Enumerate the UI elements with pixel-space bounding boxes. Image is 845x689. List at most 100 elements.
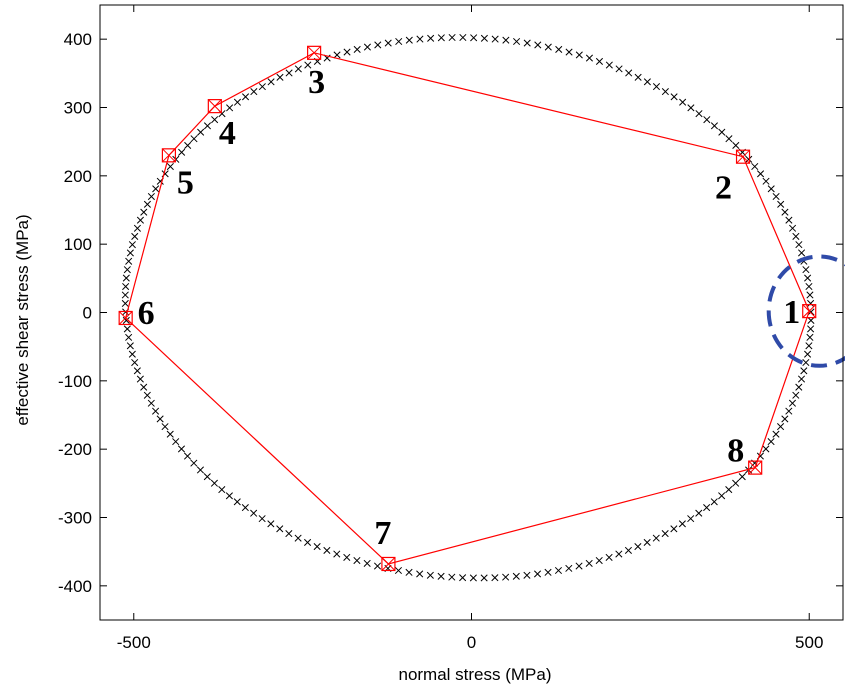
x-marker [789, 224, 797, 232]
x-marker [178, 148, 186, 156]
x-marker [785, 407, 793, 415]
x-marker [161, 423, 169, 431]
x-marker [267, 78, 275, 86]
x-marker [125, 257, 133, 265]
x-marker [718, 128, 726, 136]
x-marker [732, 479, 740, 487]
x-marker [806, 333, 814, 341]
x-marker [133, 367, 141, 375]
x-marker [513, 37, 521, 46]
x-marker [804, 350, 812, 358]
x-marker [156, 415, 164, 423]
x-marker [575, 562, 583, 570]
x-marker [534, 41, 542, 49]
x-marker [725, 486, 733, 494]
x-marker [172, 438, 180, 446]
x-marker [512, 572, 520, 580]
x-marker [152, 185, 160, 193]
x-marker [177, 445, 186, 453]
x-marker [343, 48, 351, 56]
x-marker [405, 568, 413, 576]
x-marker [544, 43, 552, 51]
x-marker [126, 249, 134, 257]
x-marker [136, 375, 144, 383]
x-marker [785, 216, 793, 224]
vertex-label: 4 [219, 115, 236, 152]
x-marker [203, 122, 212, 130]
x-marker [122, 282, 130, 291]
x-marker [595, 556, 603, 565]
x-marker [416, 35, 424, 43]
x-marker [333, 51, 341, 59]
x-marker [762, 445, 770, 453]
x-marker [373, 562, 382, 570]
x-marker [285, 530, 293, 538]
x-marker [725, 135, 733, 143]
x-marker [554, 566, 563, 575]
x-marker [807, 299, 815, 308]
x-marker [751, 162, 759, 171]
x-marker [304, 61, 312, 69]
vertex-label: 5 [177, 164, 194, 201]
x-marker [807, 325, 815, 333]
x-marker [210, 479, 218, 487]
x-marker [491, 574, 499, 582]
x-marker [807, 316, 815, 324]
x-marker [147, 399, 155, 407]
x-marker [128, 241, 136, 249]
x-marker [767, 438, 775, 446]
x-marker [353, 556, 361, 565]
x-marker [634, 73, 642, 81]
x-marker [797, 375, 806, 383]
x-marker [122, 316, 130, 325]
x-marker [448, 33, 456, 42]
vertex-label: 6 [138, 295, 155, 332]
vertex-label: 7 [374, 515, 391, 552]
vertex-marker [307, 45, 322, 60]
vertex-marker-cross [748, 460, 763, 475]
x-marker [276, 525, 284, 533]
axes-frame [99, 4, 844, 621]
y-tick-label: -300 [58, 509, 92, 528]
y-tick-label: 400 [64, 30, 92, 49]
x-marker [241, 93, 250, 101]
x-marker [732, 141, 740, 150]
x-marker [294, 534, 302, 542]
vertex-marker-cross [736, 149, 750, 164]
x-marker [226, 104, 234, 112]
x-marker [143, 391, 151, 399]
x-marker [652, 83, 661, 91]
x-marker [203, 473, 211, 481]
vertex-marker [161, 148, 176, 163]
x-marker [575, 51, 583, 59]
x-marker [183, 452, 192, 460]
x-marker [795, 241, 803, 249]
x-marker [122, 274, 130, 282]
vertex-marker [118, 310, 133, 326]
x-marker [624, 546, 632, 554]
x-marker [166, 162, 174, 171]
x-marker [140, 383, 148, 391]
y-axis-title: effective shear stress (MPa) [13, 214, 32, 425]
x-marker [276, 73, 284, 81]
x-marker [661, 530, 669, 538]
x-marker [767, 185, 775, 193]
x-marker [687, 515, 695, 523]
vertex-marker [735, 149, 751, 164]
y-tick-label: 0 [83, 304, 92, 323]
x-marker [405, 36, 413, 44]
x-marker [225, 492, 233, 500]
x-marker [426, 571, 434, 579]
x-marker [131, 358, 139, 367]
y-tick-label: 300 [64, 99, 92, 118]
x-marker [710, 122, 719, 130]
x-marker [792, 232, 800, 240]
x-marker [795, 383, 803, 391]
x-marker [756, 170, 765, 178]
x-marker [190, 135, 198, 143]
x-marker [738, 473, 746, 481]
x-marker [285, 69, 293, 77]
y-tick-label: -100 [58, 372, 92, 391]
x-marker [661, 88, 669, 96]
